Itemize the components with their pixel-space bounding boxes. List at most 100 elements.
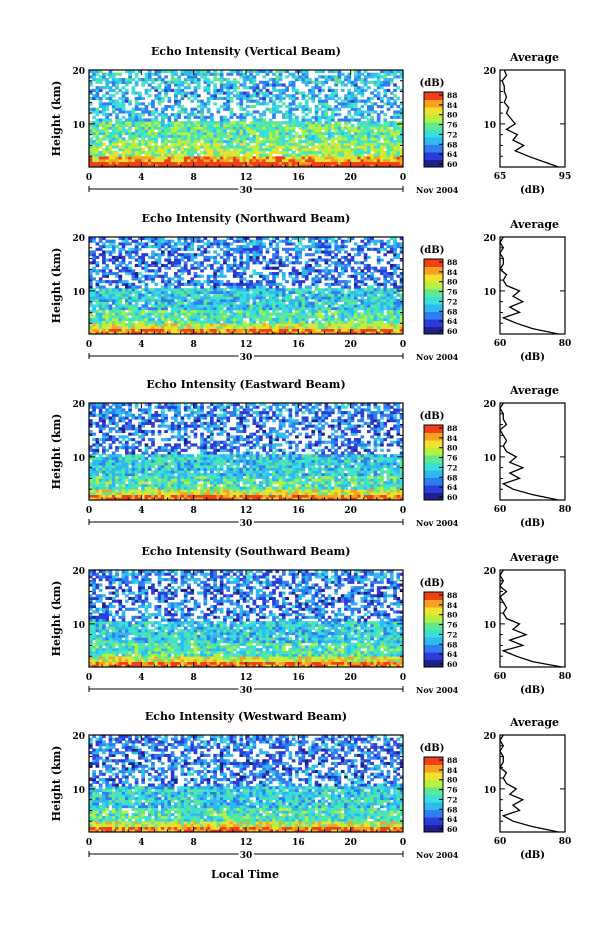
heatmap-cell [183,323,188,327]
heatmap-cell [134,142,139,146]
heatmap-cell [102,72,106,76]
heatmap-cell [229,158,234,163]
heatmap-cell [327,317,332,321]
heatmap-cell [170,325,175,330]
heatmap-cell [167,317,172,321]
heatmap-cell [353,296,358,300]
heatmap-cell [262,110,267,114]
heatmap-cell [259,123,263,127]
heatmap-cell [200,269,204,273]
heatmap-cell [327,250,332,254]
heatmap-cell [360,134,365,138]
heatmap-cell [144,307,149,311]
heatmap-cell [331,156,335,160]
heatmap-cell [92,94,96,98]
heatmap-cell [268,282,273,286]
heatmap-cell [131,134,136,138]
heatmap-cell [259,142,263,146]
heatmap-cell [317,123,322,127]
heatmap-cell [252,145,257,149]
heatmap-cell [275,274,280,278]
heatmap-cell [160,304,165,308]
heatmap-cell [386,131,391,136]
heatmap-cell [210,156,214,160]
heatmap-cell [327,307,332,311]
heatmap-cell [196,99,201,103]
heatmap-cell [92,253,96,257]
heatmap-cell [203,290,208,294]
heatmap-cell [193,121,198,125]
heatmap-cell [196,70,201,74]
heatmap-cell [187,307,191,311]
heatmap-cell [370,126,374,130]
heatmap-cell [291,102,296,106]
heatmap-cell [393,272,397,276]
heatmap-cell [242,293,247,297]
heatmap-cell [108,315,113,319]
heatmap-cell [285,113,289,117]
average-title: Average [509,51,559,64]
heatmap-cell [151,72,155,76]
heatmap-cell [304,72,309,76]
heatmap-cell [337,288,342,292]
heatmap-cell [219,88,224,92]
heatmap-cell [291,134,296,138]
heatmap-cell [376,148,381,152]
heatmap-cell [223,102,227,106]
heatmap-cell [128,118,132,122]
heatmap-cell [295,134,299,138]
colorbar-tick-label: 64 [447,150,457,159]
heatmap-cell [128,115,132,119]
heatmap-cell [95,296,100,300]
heatmap-cell [89,75,93,79]
heatmap-cell [317,145,322,149]
heatmap-cell [399,115,404,119]
heatmap-cell [200,320,204,324]
heatmap-cell [278,94,283,98]
heatmap-cell [347,78,352,82]
heatmap-cell [196,266,201,270]
heatmap-cell [295,88,299,92]
heatmap-cell [373,269,378,273]
heatmap-cell [226,331,231,335]
heatmap-cell [327,142,332,146]
heatmap-cell [249,113,253,117]
heatmap-cell [259,296,263,300]
heatmap-cell [203,72,208,76]
heatmap-cell [92,72,96,76]
heatmap-cell [367,307,371,311]
heatmap-cell [144,293,149,297]
heatmap-cell [255,255,260,259]
heatmap-cell [164,282,168,286]
heatmap-cell [226,153,231,157]
heatmap-cell [190,253,195,257]
heatmap-cell [376,325,381,330]
heatmap-cell [95,156,100,160]
heatmap-cell [252,148,257,152]
heatmap-cell [232,274,237,278]
average-x-label: (dB) [520,185,545,196]
heatmap-cell [242,107,247,111]
heatmap-cell [367,86,371,90]
heatmap-cell [216,161,221,165]
heatmap-cell [167,121,172,125]
heatmap-cell [337,129,342,133]
heatmap-cell [265,323,270,327]
heatmap-cell [357,148,361,152]
heatmap-cell [98,320,103,324]
heatmap-cell [236,247,240,251]
heatmap-cell [324,78,329,82]
heatmap-cell [232,312,237,316]
heatmap-cell [376,290,381,294]
heatmap-cell [321,153,325,157]
heatmap-cell [376,161,381,165]
heatmap-cell [288,80,293,84]
heatmap-cell [229,145,234,149]
heatmap-cell [232,263,237,268]
heatmap-cell [95,320,100,324]
heatmap-cell [259,70,263,74]
heatmap-cell [376,96,381,101]
heatmap-cell [344,282,348,286]
heatmap-cell [236,309,240,313]
average-frame [499,69,566,168]
